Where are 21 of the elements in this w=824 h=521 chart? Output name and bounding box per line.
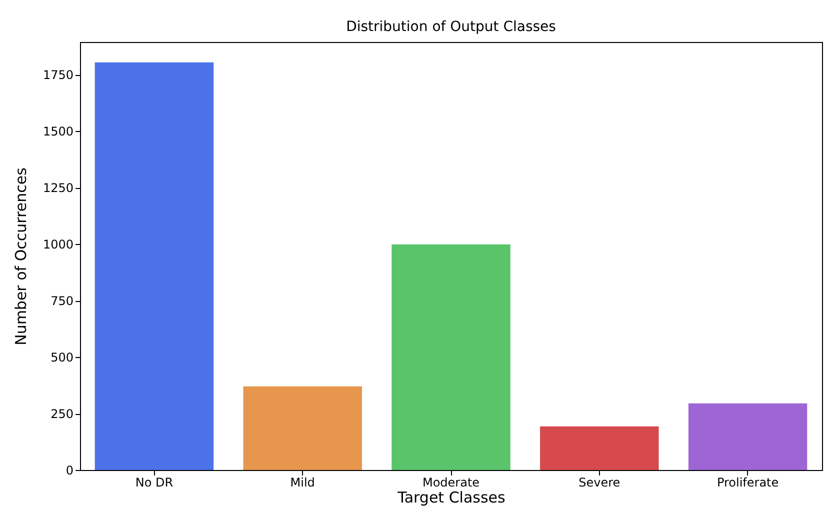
- x-tick-label: Severe: [578, 476, 620, 490]
- bar: [243, 386, 362, 470]
- y-axis-title: Number of Occurrences: [12, 167, 30, 346]
- chart-title: Distribution of Output Classes: [346, 19, 556, 35]
- y-tick-label: 750: [50, 294, 74, 308]
- bar: [392, 244, 510, 470]
- y-tick-label: 1750: [42, 68, 74, 82]
- bar: [688, 403, 808, 470]
- x-tick-label: Proliferate: [716, 476, 779, 490]
- bar: [540, 426, 659, 470]
- y-tick-label: 500: [50, 350, 74, 365]
- y-tick-label: 250: [50, 407, 74, 422]
- y-tick-label: 1500: [42, 124, 74, 139]
- y-tick-label: 1000: [42, 238, 74, 252]
- bar: [94, 62, 214, 470]
- y-tick-label: 1250: [42, 181, 74, 196]
- y-tick-label: 0: [66, 464, 74, 478]
- x-axis-title: Target Classes: [396, 488, 506, 506]
- x-tick-label: Mild: [290, 476, 315, 490]
- x-tick-label: Moderate: [422, 476, 480, 490]
- x-tick-label: No DR: [135, 476, 174, 490]
